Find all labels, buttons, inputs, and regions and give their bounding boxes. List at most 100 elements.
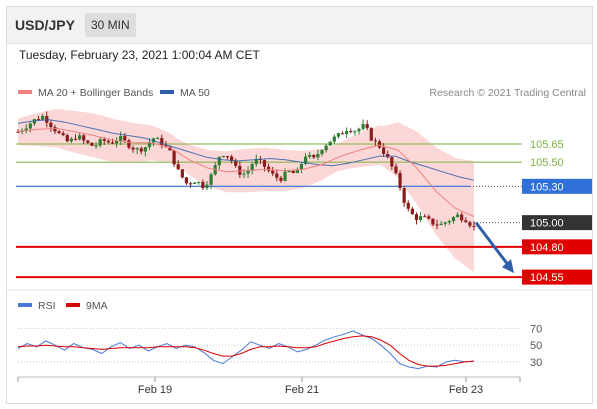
title-bar: USD/JPY 30 MIN bbox=[7, 7, 592, 44]
candle-body bbox=[287, 170, 291, 172]
candle-body bbox=[423, 216, 427, 218]
candle-body bbox=[221, 156, 226, 158]
rsi-grid: 70 50 30 bbox=[18, 323, 542, 369]
candle-body bbox=[447, 220, 451, 223]
level-labels: 105.65 105.50 105.30 105.00 104.80 104.55 bbox=[522, 139, 592, 285]
legend-swatch-ma50 bbox=[160, 90, 174, 94]
timeframe-badge[interactable]: 30 MIN bbox=[85, 13, 136, 37]
candle-body bbox=[176, 164, 180, 170]
candle-body bbox=[353, 131, 357, 133]
trend-arrow bbox=[474, 221, 514, 274]
candle-body bbox=[73, 138, 78, 140]
candle-body bbox=[373, 140, 378, 142]
legend-swatch-ma20 bbox=[18, 90, 32, 94]
candle-body bbox=[45, 116, 49, 123]
candle-body bbox=[131, 147, 135, 150]
candle-body bbox=[53, 127, 57, 132]
candle-body bbox=[147, 142, 152, 148]
candle-body bbox=[160, 138, 164, 146]
candle-body bbox=[308, 154, 312, 157]
candle-body bbox=[254, 158, 258, 165]
level-label-support: 104.80 bbox=[530, 242, 564, 254]
level-label-box-pivot bbox=[522, 178, 592, 194]
candle-body bbox=[283, 171, 287, 181]
level-label-last: 105.00 bbox=[530, 218, 564, 230]
candle-body bbox=[225, 156, 230, 158]
legend-swatch-9ma bbox=[66, 303, 80, 307]
candle-body bbox=[86, 140, 90, 143]
level-label-resistance: 105.65 bbox=[530, 139, 564, 151]
price-legend: MA 20 + Bollinger Bands MA 50 bbox=[18, 87, 210, 99]
candle-body bbox=[246, 170, 250, 174]
rsi-line bbox=[17, 330, 475, 370]
trend-arrow-shaft bbox=[474, 221, 511, 268]
candle-body bbox=[230, 156, 234, 162]
candle-body bbox=[156, 138, 160, 140]
candle-body bbox=[82, 135, 86, 141]
candle-body bbox=[439, 223, 443, 226]
candle-body bbox=[332, 136, 336, 142]
candle-body bbox=[119, 136, 123, 141]
ma20-line bbox=[17, 127, 475, 218]
candle-body bbox=[61, 133, 65, 136]
candle-body bbox=[164, 145, 168, 147]
candle-body bbox=[328, 141, 332, 146]
candle-body bbox=[98, 139, 102, 146]
candle-body bbox=[414, 214, 419, 220]
candle-body bbox=[197, 181, 201, 183]
candle-body bbox=[435, 224, 439, 226]
symbol-label: USD/JPY bbox=[15, 17, 75, 33]
candle-body bbox=[143, 147, 147, 152]
level-label-box-support bbox=[522, 239, 592, 255]
candle-body bbox=[127, 140, 131, 148]
candle-body bbox=[271, 170, 275, 174]
candle-body bbox=[57, 131, 61, 134]
candle-body bbox=[386, 153, 390, 158]
candle-body bbox=[69, 138, 74, 142]
trend-arrow-head bbox=[502, 259, 514, 274]
legend-swatch-rsi bbox=[18, 303, 32, 307]
x-tick-label: Feb 23 bbox=[449, 384, 483, 396]
level-label-box-last bbox=[522, 215, 592, 231]
candle-body bbox=[410, 208, 414, 215]
candle-body bbox=[398, 173, 402, 189]
candle-body bbox=[377, 141, 382, 148]
candle-body bbox=[90, 142, 94, 146]
rsi-tick-label: 30 bbox=[530, 357, 542, 369]
candle-body bbox=[262, 160, 267, 167]
candle-body bbox=[110, 142, 115, 144]
candle-body bbox=[266, 166, 271, 171]
rsi-tick-label: 70 bbox=[530, 323, 542, 335]
candle-body bbox=[188, 183, 193, 185]
candle-body bbox=[279, 177, 283, 181]
rsi-tick-label: 50 bbox=[530, 340, 542, 352]
candle-body bbox=[184, 177, 189, 184]
candle-body bbox=[250, 164, 254, 171]
candle-body bbox=[41, 116, 45, 120]
level-label-resistance: 105.50 bbox=[530, 157, 564, 169]
level-label-box-support bbox=[522, 269, 592, 285]
candle-body bbox=[24, 128, 28, 131]
candle-body bbox=[382, 147, 386, 154]
candle-body bbox=[303, 156, 308, 164]
candle-body bbox=[365, 124, 369, 129]
legend-label-9ma: 9MA bbox=[86, 300, 108, 312]
candle-body bbox=[345, 131, 349, 135]
x-tick-label: Feb 19 bbox=[138, 384, 172, 396]
candle-body bbox=[361, 124, 365, 129]
candle-body bbox=[123, 136, 127, 141]
candle-body bbox=[139, 148, 143, 152]
candle-body bbox=[28, 123, 32, 129]
candle-body bbox=[65, 135, 69, 142]
candle-body bbox=[357, 128, 361, 132]
chart-card: USD/JPY 30 MIN Tuesday, February 23, 202… bbox=[6, 6, 593, 404]
rsi-ma-line bbox=[17, 335, 475, 367]
candle-body bbox=[217, 156, 221, 166]
candle-body bbox=[369, 128, 373, 141]
candle-body bbox=[316, 153, 320, 158]
moving-averages bbox=[17, 119, 475, 218]
candle-body bbox=[295, 169, 299, 174]
candle-body bbox=[468, 222, 472, 226]
candle-body bbox=[49, 122, 53, 128]
